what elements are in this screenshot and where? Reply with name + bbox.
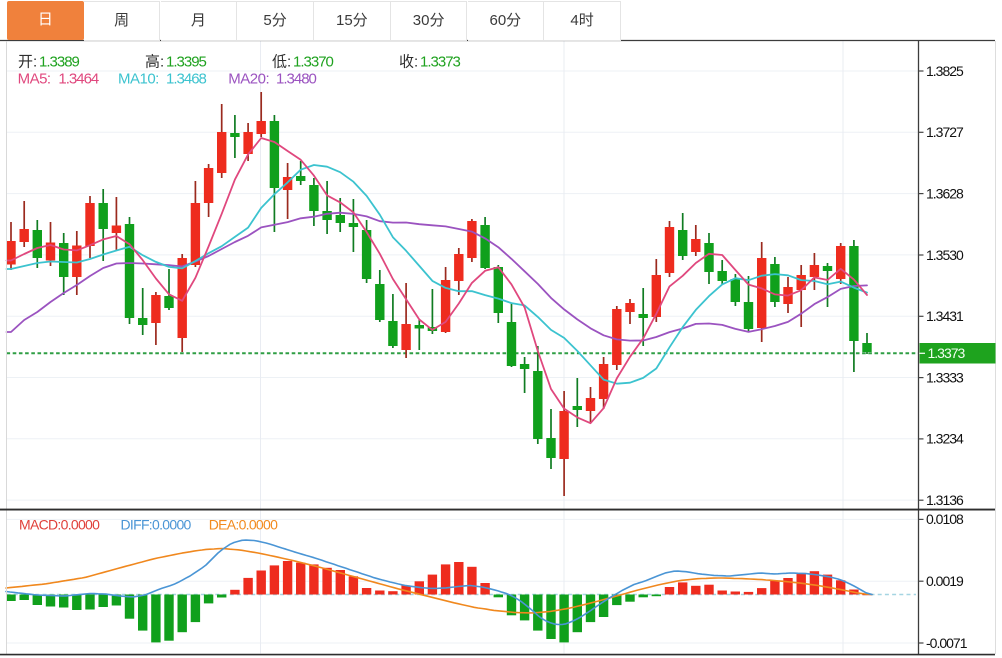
- svg-text:1.3373: 1.3373: [928, 345, 966, 361]
- svg-text:1.3136: 1.3136: [926, 492, 964, 508]
- svg-text:1.3373: 1.3373: [420, 54, 461, 71]
- svg-text:1.3333: 1.3333: [926, 369, 964, 385]
- svg-text:1.3431: 1.3431: [926, 308, 964, 324]
- svg-text:1.3727: 1.3727: [926, 124, 964, 140]
- svg-text:DIFF:0.0000: DIFF:0.0000: [121, 517, 192, 533]
- svg-text:1.3370: 1.3370: [293, 54, 334, 71]
- svg-text:1.3389: 1.3389: [39, 54, 80, 71]
- svg-text:1.3464: 1.3464: [58, 71, 99, 88]
- svg-text:MACD:0.0000: MACD:0.0000: [19, 517, 100, 533]
- svg-text:MA10:: MA10:: [118, 71, 159, 88]
- svg-text:1.3628: 1.3628: [926, 185, 964, 201]
- svg-text:1.3530: 1.3530: [926, 247, 964, 263]
- svg-text:0.0108: 0.0108: [926, 511, 964, 527]
- svg-text:1.3395: 1.3395: [166, 54, 207, 71]
- svg-text:高:: 高:: [145, 54, 164, 71]
- svg-text:1.3468: 1.3468: [166, 71, 207, 88]
- svg-text:1.3480: 1.3480: [276, 71, 317, 88]
- svg-text:低:: 低:: [272, 54, 291, 71]
- svg-text:1.3825: 1.3825: [926, 63, 964, 79]
- svg-text:MA20:: MA20:: [228, 71, 269, 88]
- svg-text:开:: 开:: [18, 54, 37, 71]
- svg-text:1.3234: 1.3234: [926, 431, 964, 447]
- svg-text:MA5:: MA5:: [18, 71, 51, 88]
- svg-text:-0.0071: -0.0071: [926, 635, 968, 651]
- svg-text:0.0019: 0.0019: [926, 573, 964, 589]
- svg-text:收:: 收:: [399, 54, 418, 71]
- svg-text:DEA:0.0000: DEA:0.0000: [209, 517, 278, 533]
